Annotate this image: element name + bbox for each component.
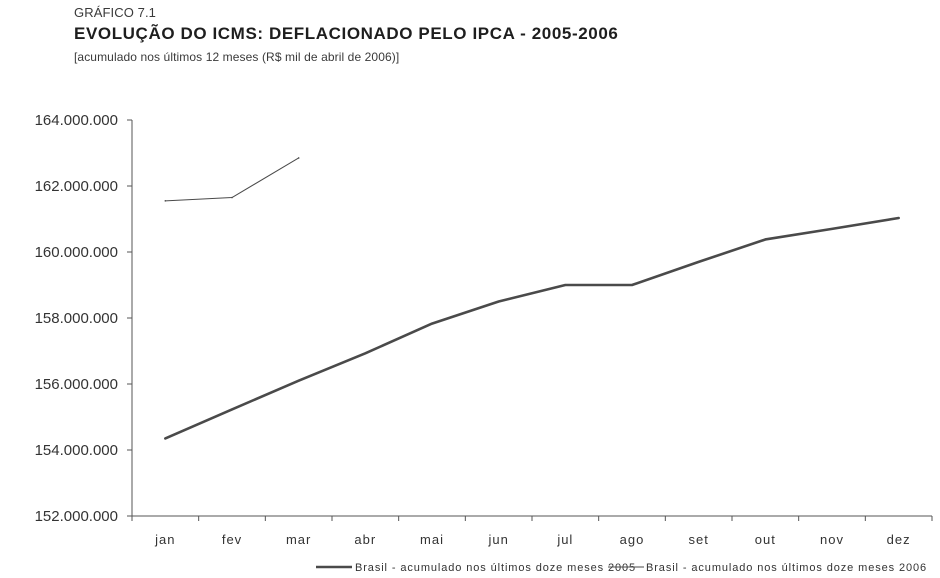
y-tick-label: 164.000.000 bbox=[35, 112, 118, 129]
data-point-series-1 bbox=[764, 238, 767, 241]
y-tick-label: 158.000.000 bbox=[35, 310, 118, 327]
data-point-series-1 bbox=[631, 284, 633, 286]
chart-title: EVOLUÇÃO DO ICMS: DEFLACIONADO PELO IPCA… bbox=[74, 24, 619, 43]
x-tick-label: fev bbox=[222, 532, 242, 547]
data-point-series-1 bbox=[831, 228, 833, 230]
x-tick-label: ago bbox=[620, 532, 645, 547]
data-point-series-1 bbox=[297, 379, 300, 382]
x-tick-label: jul bbox=[556, 532, 573, 547]
legend-label-2: Brasil - acumulado nos últimos doze mese… bbox=[646, 562, 927, 574]
series-line-1 bbox=[164, 216, 900, 440]
x-tick-label: nov bbox=[820, 532, 844, 547]
y-tick-label: 154.000.000 bbox=[35, 442, 118, 459]
y-tick-label: 152.000.000 bbox=[35, 508, 118, 525]
data-point-series-1 bbox=[431, 322, 433, 325]
data-point-series-1 bbox=[697, 261, 700, 263]
x-tick-label: mai bbox=[420, 532, 444, 547]
data-point-series-1 bbox=[497, 300, 500, 303]
data-point-series-2 bbox=[297, 157, 300, 159]
series-line-2 bbox=[164, 157, 300, 202]
y-tick-label: 156.000.000 bbox=[35, 376, 118, 393]
data-point-series-1 bbox=[364, 352, 367, 355]
x-tick-label: out bbox=[755, 532, 776, 547]
data-point-series-2 bbox=[231, 196, 233, 199]
legend-label-1: Brasil - acumulado nos últimos doze mese… bbox=[355, 562, 636, 574]
data-point-series-1 bbox=[231, 408, 233, 411]
data-point-series-2 bbox=[164, 200, 167, 202]
x-tick-label: jan bbox=[154, 532, 175, 547]
x-tick-label: jun bbox=[487, 532, 508, 547]
x-tick-label: mar bbox=[286, 532, 311, 547]
x-tick-label: abr bbox=[354, 532, 376, 547]
x-tick-label: set bbox=[688, 532, 708, 547]
y-tick-label: 160.000.000 bbox=[35, 244, 118, 261]
data-point-series-1 bbox=[897, 217, 900, 219]
y-tick-label: 162.000.000 bbox=[35, 178, 118, 195]
data-point-series-1 bbox=[564, 284, 567, 286]
x-tick-label: dez bbox=[887, 532, 911, 547]
figure-number: GRÁFICO 7.1 bbox=[74, 5, 157, 20]
data-point-series-1 bbox=[164, 437, 167, 440]
chart-subtitle: [acumulado nos últimos 12 meses (R$ mil … bbox=[74, 50, 400, 64]
